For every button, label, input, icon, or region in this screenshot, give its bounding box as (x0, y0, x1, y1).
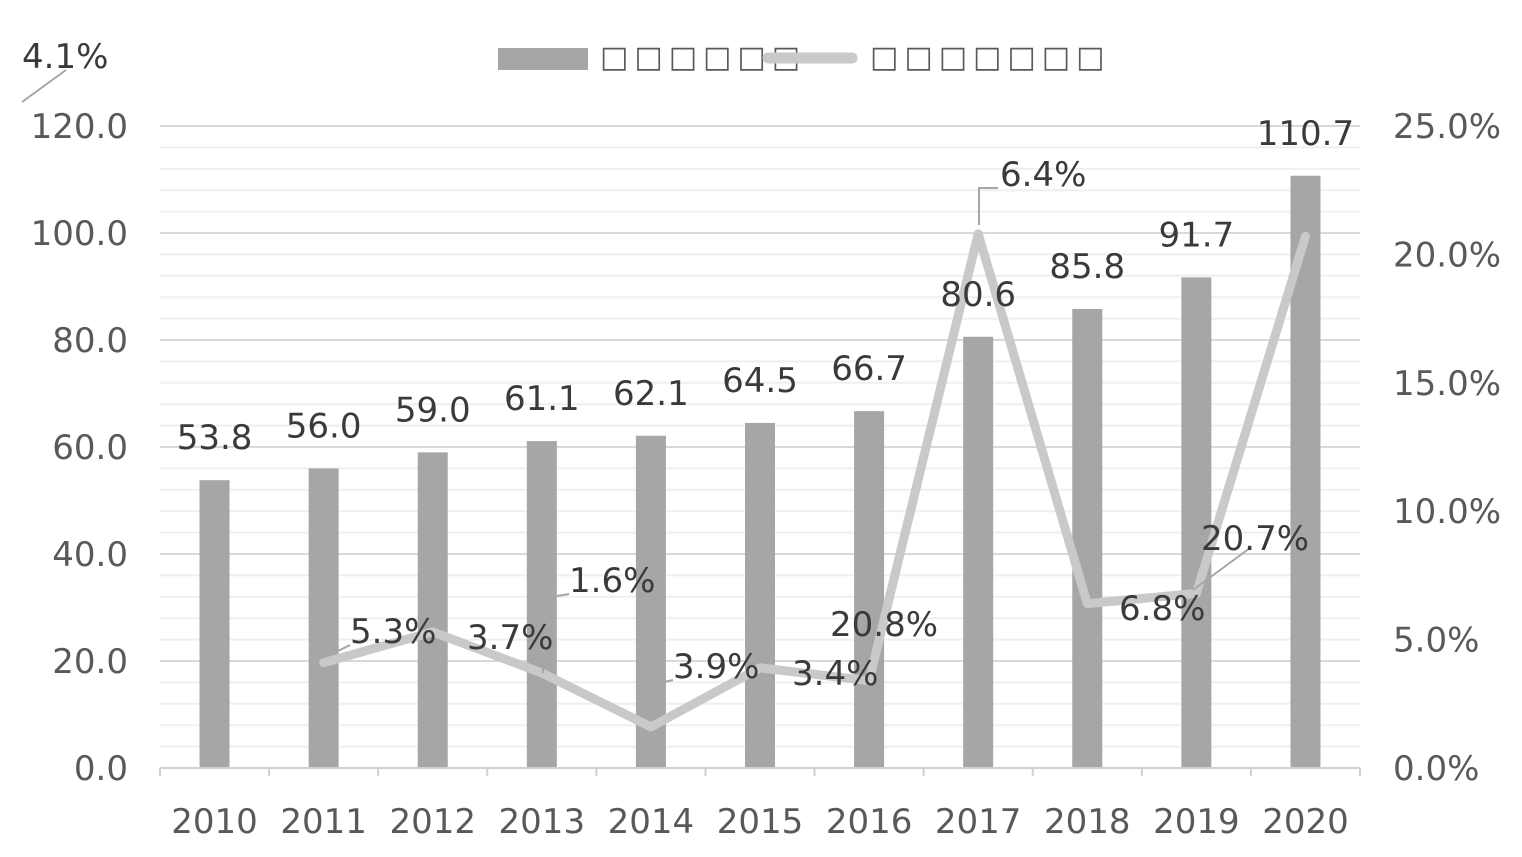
x-tick-label-2018: 2018 (1044, 802, 1131, 842)
y-left-tick-label: 80.0 (52, 321, 128, 361)
line-point-2015 (756, 663, 764, 672)
growth-label-2014: 1.6% (569, 561, 655, 601)
line-point-2014 (646, 722, 655, 731)
legend-swatch-bar (498, 48, 588, 70)
growth-label-2012: 5.3% (350, 612, 436, 652)
y-left-tick-label: 120.0 (31, 107, 128, 147)
x-tick-label-2014: 2014 (608, 802, 695, 842)
bar-2016 (854, 411, 885, 768)
line-point-2018 (1083, 599, 1092, 608)
line-point-2017 (974, 229, 983, 238)
leader-line-2015 (663, 679, 674, 683)
x-tick-label-2011: 2011 (280, 802, 367, 842)
y-right-tick-label: 5.0% (1393, 621, 1479, 661)
bar-value-label-2019: 91.7 (1159, 215, 1235, 255)
bar-2012 (417, 452, 448, 768)
legend-label-line: □□□□□□□ (870, 40, 1110, 75)
x-tick-label-2019: 2019 (1153, 802, 1240, 842)
bar-value-label-2013: 61.1 (504, 379, 580, 419)
bar-value-label-2012: 59.0 (395, 390, 471, 430)
y-left-tick-label: 40.0 (52, 535, 128, 575)
line-point-2016 (865, 676, 874, 685)
y-right-tick-label: 25.0% (1393, 107, 1501, 147)
x-tick-label-2010: 2010 (171, 802, 258, 842)
y-left-tick-label: 20.0 (52, 642, 128, 682)
axes: 2010 2011 2012 2013 2014 2015 2016 2017 2018 2019… (31, 107, 1501, 842)
bar-2011 (308, 468, 339, 768)
bar-2018 (1072, 308, 1103, 768)
bar-value-label-2014: 62.1 (613, 374, 689, 414)
y-left-tick-label: 60.0 (52, 428, 128, 468)
line-point-2012 (428, 627, 437, 636)
leader-line-2014 (556, 593, 570, 597)
y-left-tick-label: 0.0 (74, 749, 128, 789)
bar-value-label-2018: 85.8 (1049, 247, 1125, 287)
growth-label-2017: 20.8% (830, 605, 938, 645)
x-tick-label-2020: 2020 (1262, 802, 1349, 842)
bar-data-labels: 53.8 56.0 59.0 61.1 62.1 64.5 66.7 80.6 85.8 91.7… (177, 114, 1354, 458)
bar-value-label-2016: 66.7 (831, 349, 907, 389)
growth-label-2016: 3.4% (792, 654, 878, 694)
bar-value-label-2015: 64.5 (722, 361, 798, 401)
y-left-tick-label: 100.0 (31, 214, 128, 254)
legend: □□□□□□ □□□□□□□ (498, 40, 1110, 75)
line-series (319, 229, 1310, 732)
line-point-2019 (1192, 589, 1201, 598)
bar-2013 (526, 441, 557, 768)
bar-value-label-2020: 110.7 (1257, 114, 1354, 154)
leader-line-2012 (337, 644, 351, 652)
leader-line-2020 (1192, 547, 1251, 591)
y-right-tick-label: 20.0% (1393, 235, 1501, 275)
x-tick-label-2016: 2016 (826, 802, 913, 842)
growth-label-2011: 4.1% (22, 37, 108, 77)
line-data-labels: 4.1% 5.3% 3.7% 1.6% 3.9% 3.4% 20.8% 6.4% 6.8% 20.… (22, 37, 1309, 694)
bar-2017 (963, 336, 994, 768)
label-leader-lines (21, 69, 1251, 683)
y-right-tick-label: 15.0% (1393, 364, 1501, 404)
leader-line-2018 (978, 187, 998, 225)
bar-2010 (199, 480, 230, 768)
growth-label-2013: 3.7% (467, 618, 553, 658)
line-point-2013 (537, 668, 546, 677)
bar-2019 (1181, 277, 1212, 768)
x-tick-label-2012: 2012 (389, 802, 476, 842)
x-tick-label-2015: 2015 (717, 802, 804, 842)
bar-2014 (635, 435, 666, 768)
leader-line-2011 (21, 69, 67, 103)
growth-label-2020: 20.7% (1201, 519, 1309, 559)
x-tick-label-2013: 2013 (499, 802, 586, 842)
bar-value-label-2010: 53.8 (177, 418, 253, 458)
line-point-2020 (1301, 232, 1310, 241)
bar-value-label-2017: 80.6 (940, 275, 1016, 315)
growth-line (319, 229, 1310, 732)
growth-label-2018: 6.4% (1000, 155, 1086, 195)
bar-series (199, 175, 1321, 768)
y-right-tick-label: 0.0% (1393, 749, 1479, 789)
y-right-tick-label: 10.0% (1393, 492, 1501, 532)
bar-value-label-2011: 56.0 (286, 406, 362, 446)
growth-label-2015: 3.9% (673, 647, 759, 687)
growth-label-2019: 6.8% (1119, 589, 1205, 629)
bar-2015 (745, 422, 775, 768)
line-point-2011 (319, 658, 328, 667)
x-tick-label-2017: 2017 (935, 802, 1022, 842)
